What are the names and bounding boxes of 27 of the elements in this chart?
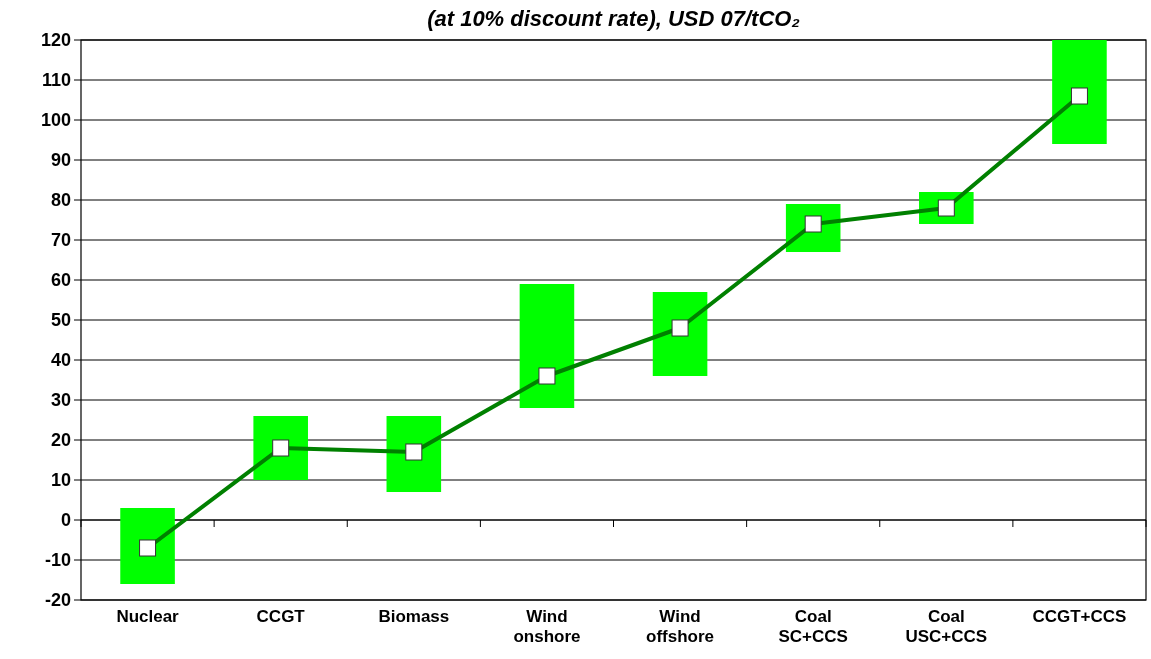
chart-title: (at 10% discount rate), USD 07/tCO₂ — [427, 6, 800, 31]
y-tick-label: 40 — [50, 350, 71, 371]
y-tick-label: 0 — [60, 510, 71, 531]
bar — [1052, 40, 1107, 144]
bar — [120, 508, 175, 584]
bar — [519, 284, 575, 408]
y-tick-label: 20 — [50, 430, 71, 451]
y-tick-label: 90 — [50, 150, 71, 171]
x-tick-label: Wind offshore — [646, 606, 715, 647]
y-tick-label: 10 — [50, 470, 71, 491]
x-tick-label: Coal USC+CCS — [905, 606, 988, 647]
y-tick-label: 60 — [50, 270, 71, 291]
y-tick-label: -10 — [44, 550, 71, 571]
x-tick-label: Wind onshore — [513, 606, 581, 647]
y-tick-label: 70 — [50, 230, 71, 251]
y-tick-label: 100 — [40, 110, 71, 131]
x-tick-label: Coal SC+CCS — [778, 606, 848, 647]
y-tick-label: -20 — [44, 590, 71, 611]
x-tick-label: Nuclear — [116, 606, 180, 626]
x-tick-label: CCGT+CCS — [1032, 606, 1127, 626]
y-tick-label: 110 — [41, 70, 71, 91]
y-tick-label: 80 — [50, 190, 71, 211]
x-tick-label: CCGT — [256, 606, 306, 626]
y-tick-label: 50 — [50, 310, 71, 331]
x-tick-label: Biomass — [378, 606, 450, 626]
y-tick-label: 120 — [40, 30, 71, 51]
y-tick-label: 30 — [50, 390, 71, 411]
